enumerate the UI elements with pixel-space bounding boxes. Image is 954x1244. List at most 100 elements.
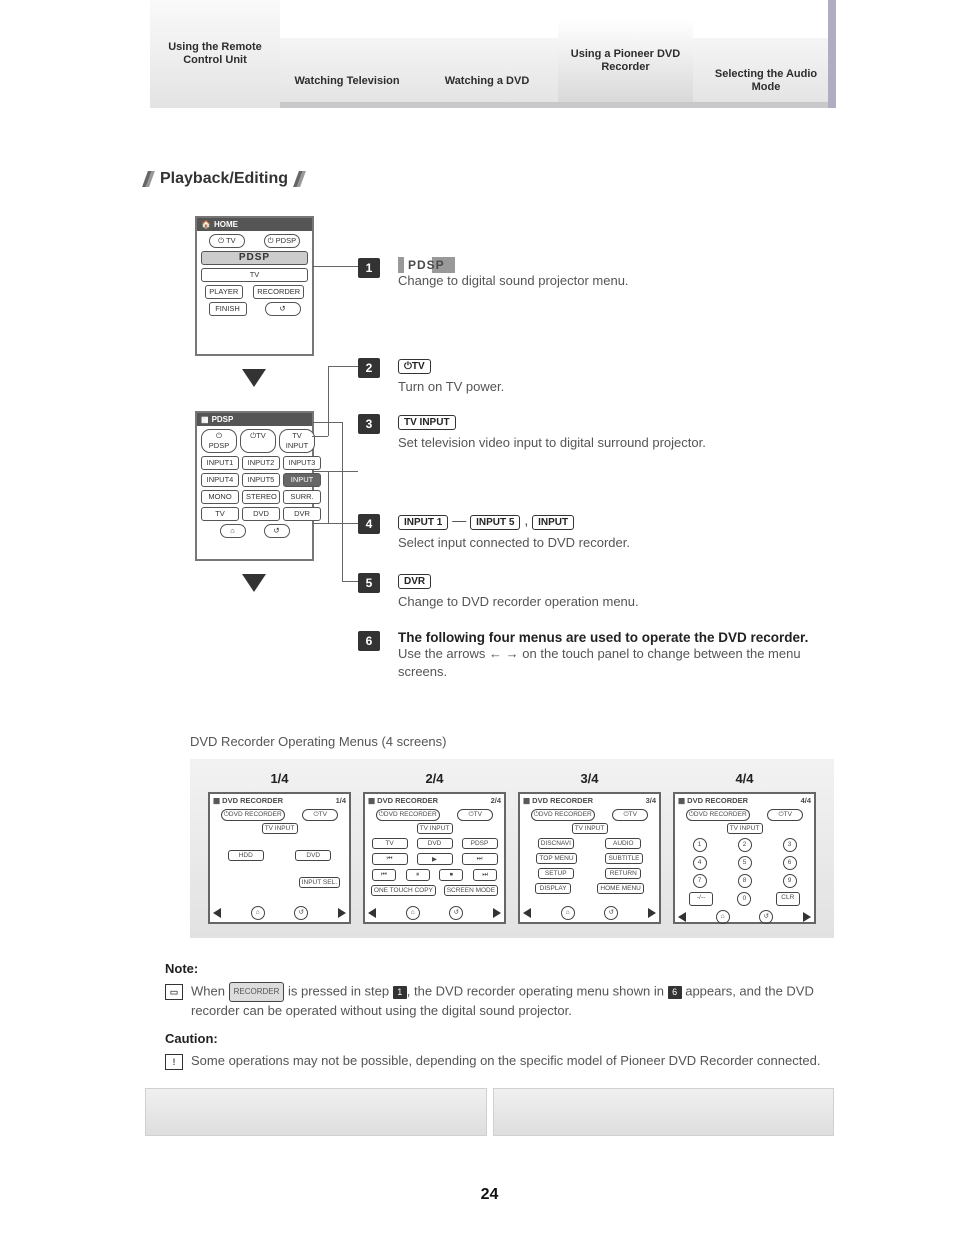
section-title: Playback/Editing [145, 170, 834, 188]
tab-dvd: Watching a DVD [422, 60, 552, 102]
connector-line [312, 471, 358, 472]
screen-1: ▦ DVD RECORDER1/4 ⏻DVD RECORDER⏻TVTV INP… [208, 792, 351, 924]
note-heading: Note: [165, 960, 834, 978]
connector-line [328, 366, 329, 436]
mono-btn: MONO [201, 490, 239, 504]
finish-btn: FINISH [209, 302, 247, 316]
caution-heading: Caution: [165, 1030, 834, 1048]
tv-power-btn: ⏻TV [240, 429, 276, 453]
manual-page: Using the Remote Control Unit Watching T… [0, 0, 954, 1244]
screen-col-4: 4/4 ▦ DVD RECORDER4/4 ⏻DVD RECORDER⏻TVTV… [673, 771, 816, 924]
remote-home-panel: 🏠 HOME ⏻ TV⏻ PDSP PDSP TV PLAYERRECORDER… [195, 216, 314, 356]
caution-text: Some operations may not be possible, dep… [191, 1052, 820, 1070]
connector-line [328, 366, 358, 367]
slash-icon [293, 171, 306, 187]
tab-label: Control Unit [158, 54, 272, 67]
connector-line [342, 422, 343, 532]
input4-btn: INPUT4 [201, 473, 239, 487]
arrow-down-icon [242, 574, 266, 592]
back-btn: ↺ [265, 302, 301, 316]
strip [145, 1088, 487, 1136]
step-text: Select input connected to DVD recorder. [398, 534, 630, 552]
step-2: ⏻TV Turn on TV power. [398, 356, 504, 396]
tab-label: Selecting the Audio [708, 68, 824, 81]
connector-line [312, 422, 342, 423]
step-text: Change to digital sound projector menu. [398, 272, 629, 290]
connector-line [312, 266, 358, 267]
input1-btn: INPUT1 [201, 456, 239, 470]
top-tabs: Using the Remote Control Unit Watching T… [0, 0, 954, 110]
step-5-badge: 5 [358, 573, 380, 593]
tab-remote: Using the Remote Control Unit [150, 0, 280, 108]
page-number: 24 [145, 1186, 834, 1204]
pdsp-power-btn: ⏻ PDSP [201, 429, 237, 453]
screen-title: 3/4 [518, 771, 661, 786]
dvd-btn: DVD [242, 507, 280, 521]
step-label: INPUT 1 [398, 515, 448, 530]
tv-btn: TV [201, 507, 239, 521]
step-3: TV INPUT Set television video input to d… [398, 412, 706, 452]
step-label: INPUT [532, 515, 574, 530]
step-text: Change to DVD recorder operation menu. [398, 593, 639, 611]
step-label: ⏻TV [398, 359, 431, 374]
caution-line: ! Some operations may not be possible, d… [165, 1052, 834, 1070]
back-icon-btn: ↺ [264, 524, 290, 538]
tab-dvr: Using a Pioneer DVD Recorder [558, 20, 693, 102]
note-text: When RECORDER is pressed in step 1, the … [191, 982, 834, 1020]
step-6-inline-badge: 6 [668, 986, 682, 999]
tv-btn: TV [201, 268, 308, 282]
note-line: ▭ When RECORDER is pressed in step 1, th… [165, 982, 834, 1020]
arrow-left-icon [213, 908, 221, 918]
screen-col-2: 2/4 ▦ DVD RECORDER2/4 ⏻DVD RECORDER⏻TVTV… [363, 771, 506, 924]
input2-btn: INPUT2 [242, 456, 280, 470]
connector-line [312, 523, 342, 524]
step-4-badge: 4 [358, 514, 380, 534]
tv-input-btn: TV INPUT [279, 429, 315, 453]
arrow-left-icon [678, 912, 686, 922]
input3-btn: INPUT3 [283, 456, 321, 470]
surr-btn: SURR. [283, 490, 321, 504]
step-1-badge: 1 [358, 258, 380, 278]
screen-col-1: 1/4 ▦ DVD RECORDER1/4 ⏻DVD RECORDER⏻TVTV… [208, 771, 351, 924]
panel-header: ▦ PDSP [197, 413, 312, 426]
step-1-inline-badge: 1 [393, 986, 407, 999]
screen-title: 2/4 [363, 771, 506, 786]
screen-title: 1/4 [208, 771, 351, 786]
tab-label: Mode [708, 81, 824, 94]
step-6: The following four menus are used to ope… [398, 630, 834, 681]
screen-4: ▦ DVD RECORDER4/4 ⏻DVD RECORDER⏻TVTV INP… [673, 792, 816, 924]
step-1: PDSP Change to digital sound projector m… [398, 256, 629, 290]
connector-line [342, 581, 358, 582]
note-icon: ▭ [165, 984, 183, 1000]
pdsp-power-btn: ⏻ PDSP [264, 234, 300, 248]
step-text: Turn on TV power. [398, 378, 504, 396]
recorder-btn-inline: RECORDER [229, 982, 285, 1002]
home-icon-btn: ⌂ [220, 524, 246, 538]
section-title-text: Playback/Editing [160, 170, 288, 188]
input-btn: INPUT [283, 473, 321, 487]
pdsp-highlight-btn: PDSP [201, 251, 308, 265]
arrow-right-icon [493, 908, 501, 918]
tab-label: Using a Pioneer DVD [566, 48, 685, 61]
screen-title: 4/4 [673, 771, 816, 786]
remote-pdsp-panel: ▦ PDSP ⏻ PDSP⏻TVTV INPUT INPUT1INPUT2INP… [195, 411, 314, 561]
screen-3: ▦ DVD RECORDER3/4 ⏻DVD RECORDER⏻TVTV INP… [518, 792, 661, 924]
arrow-right-icon [648, 908, 656, 918]
screen-2: ▦ DVD RECORDER2/4 ⏻DVD RECORDER⏻TVTV INP… [363, 792, 506, 924]
input5-btn: INPUT5 [242, 473, 280, 487]
comma: , [524, 512, 528, 528]
screens-box: 1/4 ▦ DVD RECORDER1/4 ⏻DVD RECORDER⏻TVTV… [190, 759, 834, 938]
arrow-down-icon [242, 369, 266, 387]
slash-icon [142, 171, 155, 187]
player-btn: PLAYER [205, 285, 243, 299]
caution-icon: ! [165, 1054, 183, 1070]
arrow-left-icon [523, 908, 531, 918]
content: Playback/Editing 🏠 HOME ⏻ TV⏻ PDSP PDSP … [0, 110, 954, 1244]
tab-audio: Selecting the Audio Mode [700, 60, 832, 102]
recorder-btn: RECORDER [253, 285, 304, 299]
arrow-right-icon [338, 908, 346, 918]
step-6-badge: 6 [358, 631, 380, 651]
step-label: DVR [398, 574, 431, 589]
step-5: DVR Change to DVD recorder operation men… [398, 571, 639, 611]
step-label: INPUT 5 [470, 515, 520, 530]
